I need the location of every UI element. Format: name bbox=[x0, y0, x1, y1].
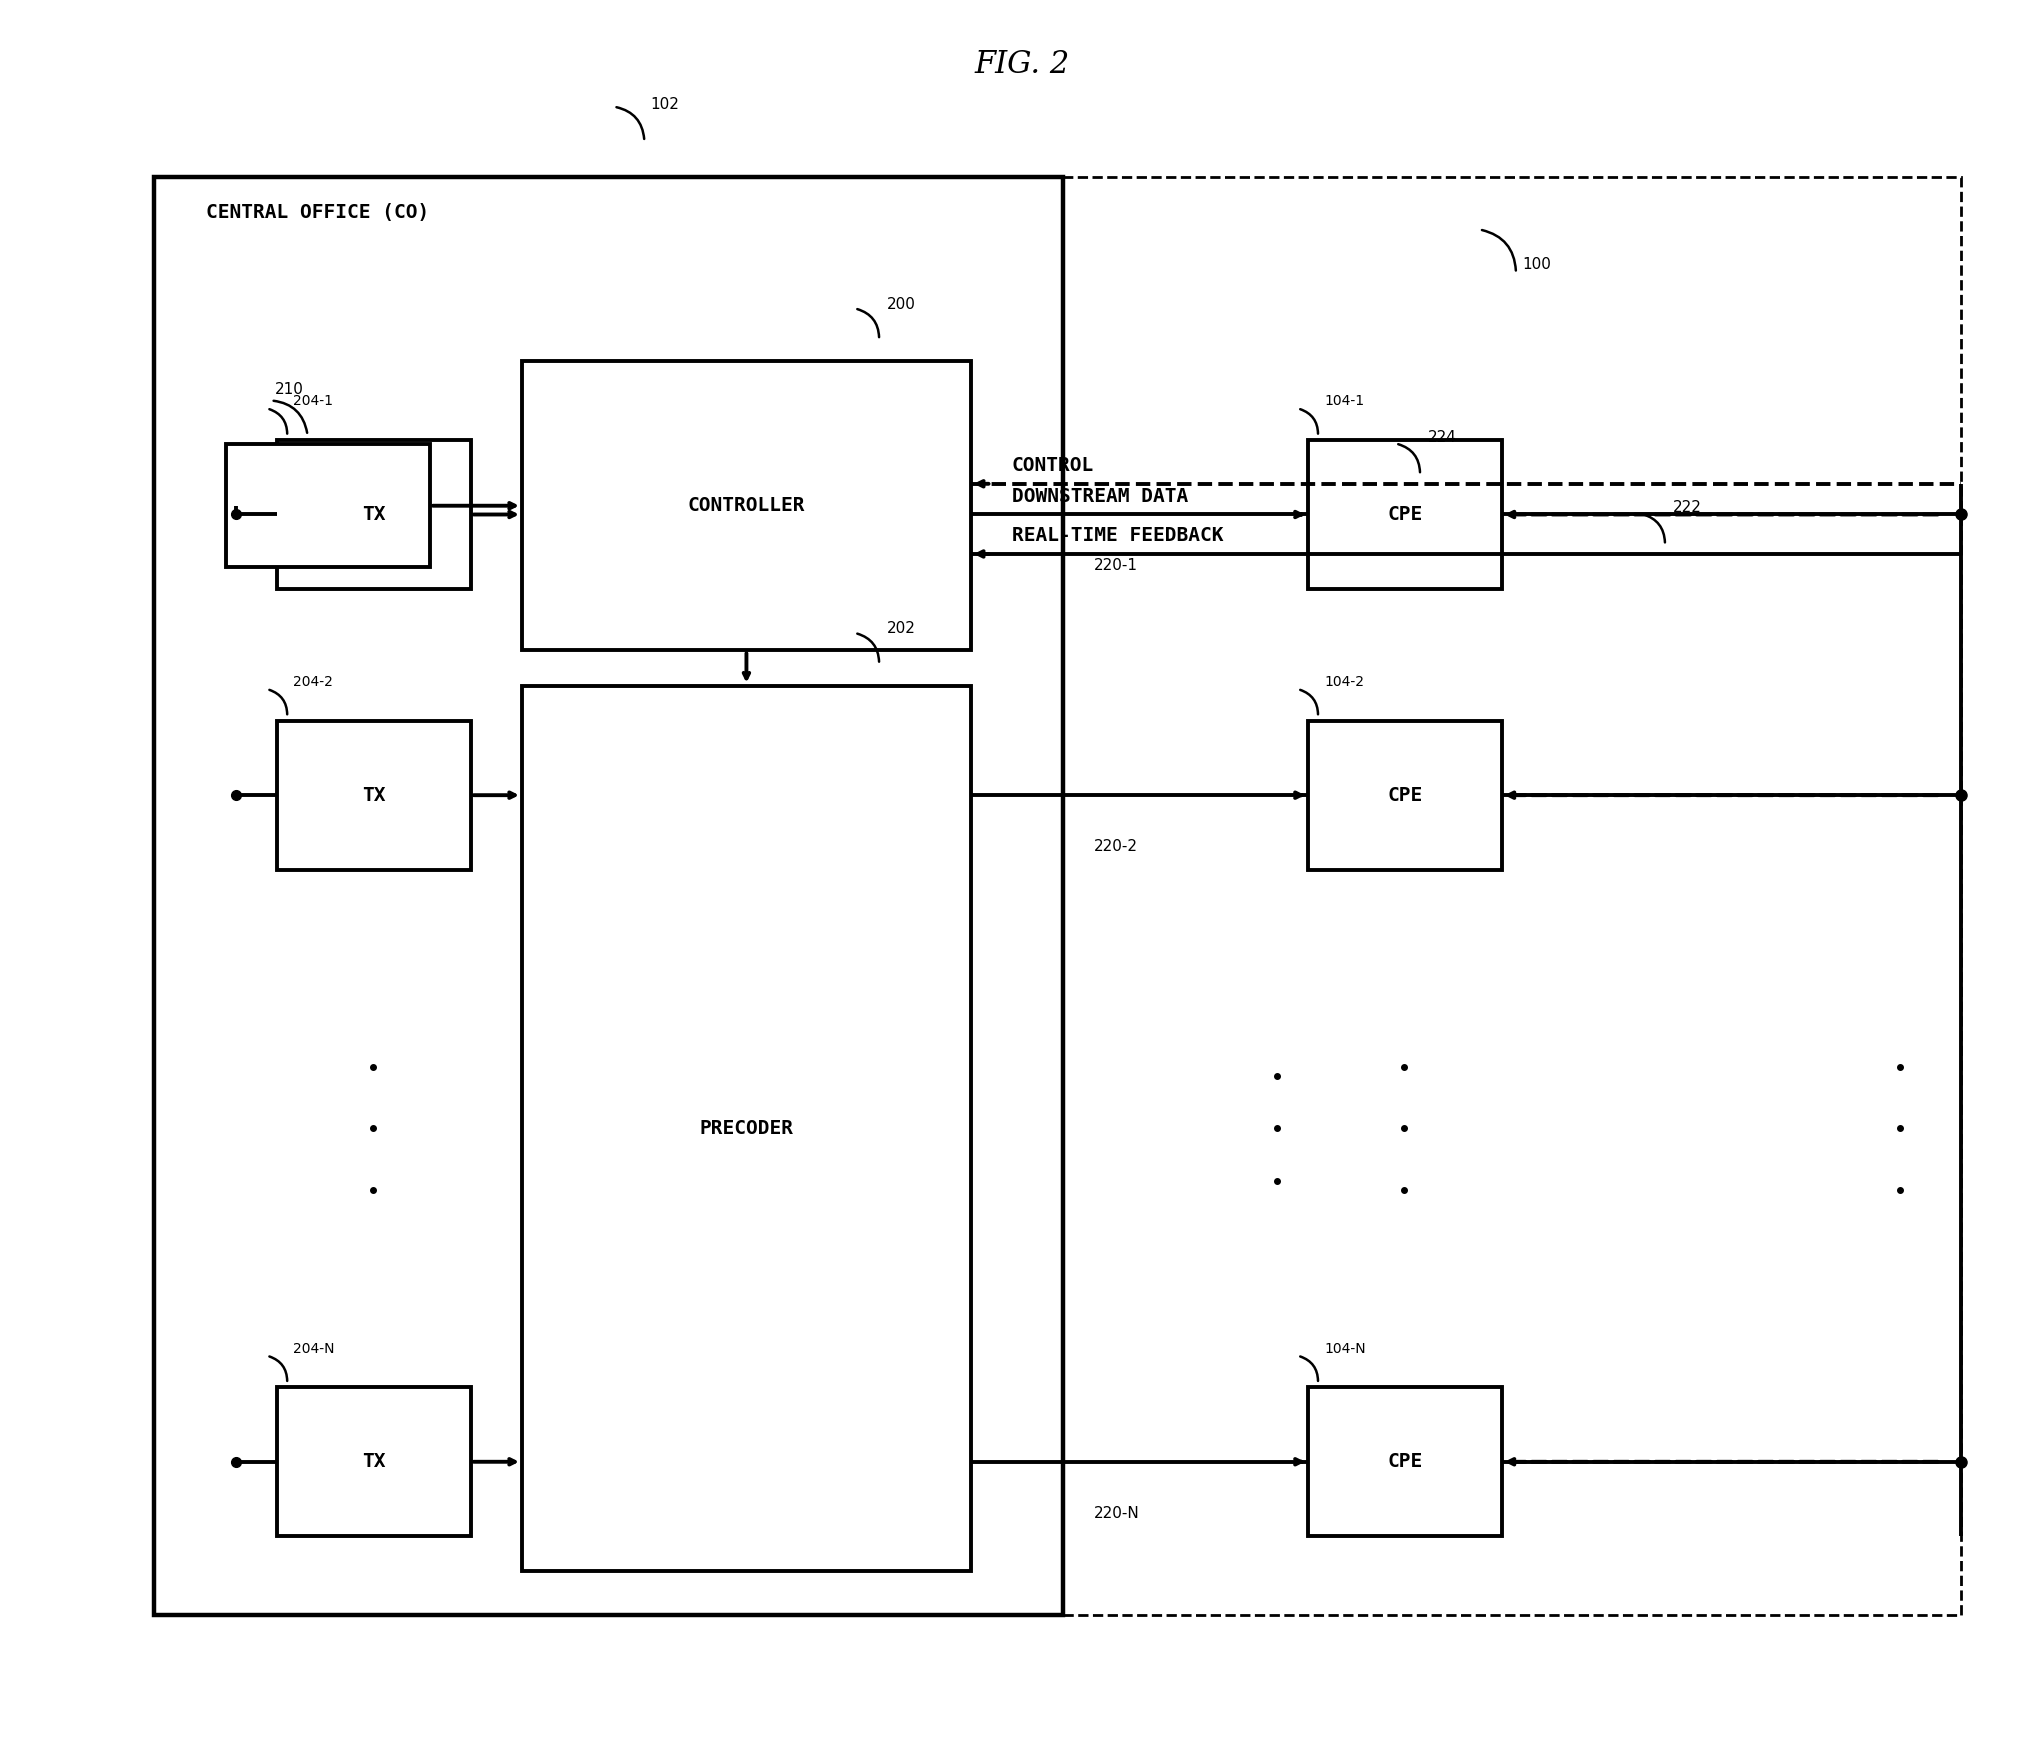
Text: TX: TX bbox=[362, 785, 386, 805]
Text: CPE: CPE bbox=[1388, 1453, 1423, 1471]
Text: 104-2: 104-2 bbox=[1325, 675, 1363, 689]
FancyArrowPatch shape bbox=[1300, 1356, 1318, 1381]
Text: 104-N: 104-N bbox=[1325, 1342, 1365, 1356]
Text: CPE: CPE bbox=[1388, 785, 1423, 805]
FancyArrowPatch shape bbox=[270, 691, 288, 715]
Text: CONTROLLER: CONTROLLER bbox=[687, 495, 805, 515]
FancyArrowPatch shape bbox=[1300, 691, 1318, 715]
FancyBboxPatch shape bbox=[276, 720, 470, 870]
FancyArrowPatch shape bbox=[274, 401, 307, 432]
FancyArrowPatch shape bbox=[617, 107, 644, 139]
FancyArrowPatch shape bbox=[856, 634, 879, 662]
FancyArrowPatch shape bbox=[1643, 515, 1666, 543]
FancyBboxPatch shape bbox=[521, 685, 971, 1571]
Text: 220-1: 220-1 bbox=[1094, 559, 1136, 573]
Text: 220-2: 220-2 bbox=[1094, 840, 1136, 854]
Text: 200: 200 bbox=[887, 297, 916, 313]
FancyArrowPatch shape bbox=[270, 1356, 288, 1381]
Text: DOWNSTREAM DATA: DOWNSTREAM DATA bbox=[1012, 487, 1188, 506]
FancyBboxPatch shape bbox=[1308, 1388, 1502, 1536]
Text: 210: 210 bbox=[274, 381, 305, 397]
Text: CENTRAL OFFICE (CO): CENTRAL OFFICE (CO) bbox=[206, 204, 429, 221]
FancyBboxPatch shape bbox=[227, 445, 429, 568]
Text: 100: 100 bbox=[1523, 257, 1551, 272]
FancyArrowPatch shape bbox=[1398, 445, 1421, 473]
Text: 204-1: 204-1 bbox=[292, 394, 333, 408]
Text: 222: 222 bbox=[1674, 501, 1703, 515]
Text: 220-N: 220-N bbox=[1094, 1506, 1139, 1520]
Text: TX: TX bbox=[362, 504, 386, 524]
Text: CPE: CPE bbox=[1388, 504, 1423, 524]
Text: 204-2: 204-2 bbox=[292, 675, 333, 689]
Text: 224: 224 bbox=[1429, 430, 1457, 445]
Text: REAL-TIME FEEDBACK: REAL-TIME FEEDBACK bbox=[1012, 525, 1222, 545]
Text: CONTROL: CONTROL bbox=[1012, 457, 1094, 474]
Text: 202: 202 bbox=[887, 622, 916, 636]
FancyArrowPatch shape bbox=[1300, 409, 1318, 434]
FancyBboxPatch shape bbox=[155, 177, 1063, 1615]
Text: PRECODER: PRECODER bbox=[699, 1119, 793, 1139]
Text: 104-1: 104-1 bbox=[1325, 394, 1363, 408]
FancyArrowPatch shape bbox=[856, 309, 879, 337]
FancyBboxPatch shape bbox=[1308, 439, 1502, 589]
FancyBboxPatch shape bbox=[1308, 720, 1502, 870]
FancyArrowPatch shape bbox=[1482, 230, 1517, 271]
Text: 204-N: 204-N bbox=[292, 1342, 335, 1356]
Text: 102: 102 bbox=[650, 97, 679, 112]
FancyBboxPatch shape bbox=[276, 439, 470, 589]
FancyBboxPatch shape bbox=[521, 360, 971, 650]
Text: FIG. 2: FIG. 2 bbox=[975, 49, 1069, 81]
FancyArrowPatch shape bbox=[270, 409, 288, 434]
FancyBboxPatch shape bbox=[276, 1388, 470, 1536]
Text: TX: TX bbox=[362, 1453, 386, 1471]
